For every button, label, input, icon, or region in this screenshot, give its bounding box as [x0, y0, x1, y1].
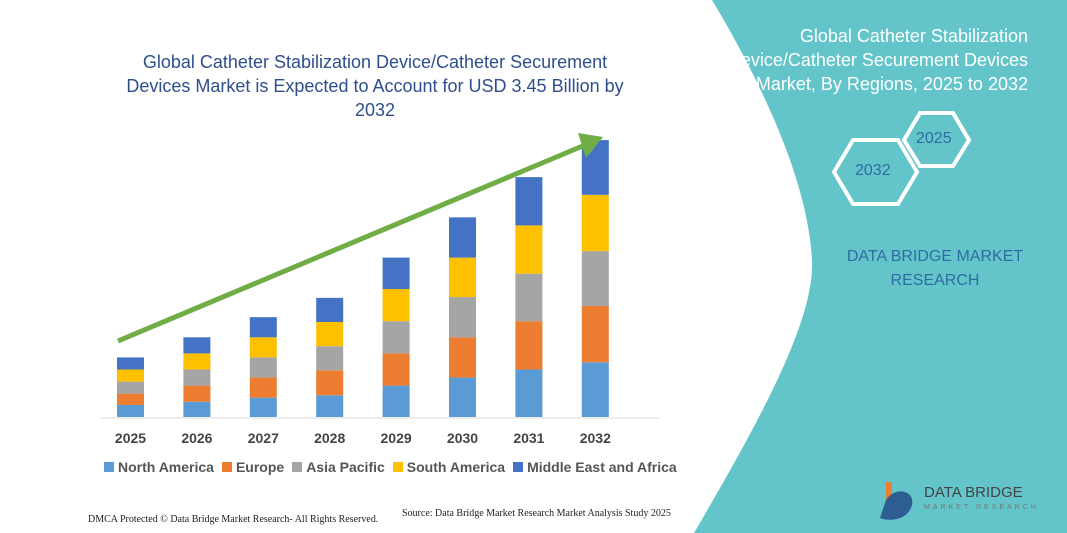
- hexagon-2032: [831, 138, 920, 206]
- bar-segment-2025-3: [117, 369, 144, 382]
- legend-swatch: [392, 462, 403, 472]
- hex-label-2025: 2025: [916, 130, 952, 147]
- trend-arrow: [117, 133, 603, 344]
- legend-swatch: [221, 462, 232, 472]
- legend-swatch: [513, 462, 524, 472]
- x-tick-label: 2025: [115, 430, 146, 446]
- bar-segment-2032-3: [581, 194, 609, 252]
- x-tick-label: 2032: [580, 430, 611, 446]
- bar-segment-2029-3: [382, 289, 410, 322]
- bar-segment-2026-2: [183, 369, 211, 386]
- bar-segment-2031-4: [515, 177, 543, 226]
- bar-segment-2031-1: [515, 321, 543, 370]
- bar-segment-2032-0: [581, 362, 609, 417]
- legend-label: North America: [118, 459, 214, 475]
- x-tick-label: 2031: [513, 430, 544, 446]
- bar-segment-2028-0: [316, 395, 344, 417]
- hexagon-2025: [901, 111, 972, 168]
- bar-segment-2032-1: [581, 305, 609, 363]
- brand-text: DATA BRIDGE MARKET RESEARCH: [846, 248, 1024, 289]
- x-tick-label: 2030: [447, 430, 478, 446]
- bar-segment-2025-1: [117, 393, 144, 405]
- source-note: Source: Data Bridge Market Research Mark…: [402, 508, 671, 519]
- logo-mark: [880, 482, 913, 520]
- bar-segment-2027-4: [249, 317, 277, 338]
- hex-label-2032: 2032: [855, 162, 891, 179]
- bar-segment-2026-4: [183, 337, 211, 354]
- bar-segment-2032-2: [581, 251, 609, 306]
- bar-segment-2029-0: [382, 385, 410, 417]
- bar-segment-2026-3: [183, 353, 211, 370]
- legend-swatch: [104, 462, 114, 472]
- bar-segment-2030-0: [449, 377, 476, 417]
- legend: North America Europe Asia Pacific South Ame…: [104, 459, 677, 475]
- x-tick-label: 2028: [314, 430, 345, 446]
- chart-title: Global Catheter Stabilization Device/Cat…: [126, 52, 624, 120]
- bar-segment-2025-4: [117, 357, 144, 370]
- x-tick-label: 2026: [181, 430, 212, 446]
- bar-segment-2028-2: [316, 346, 344, 371]
- bar-segment-2025-0: [117, 404, 144, 417]
- side-panel-shape: [694, 0, 1067, 533]
- bar-segment-2031-0: [515, 369, 543, 417]
- bar-segment-2030-1: [449, 337, 476, 378]
- bar-segment-2030-2: [449, 297, 476, 338]
- legend-label: South America: [406, 459, 506, 475]
- bar-segment-2027-0: [249, 397, 277, 417]
- bar-segment-2031-3: [515, 225, 543, 274]
- bar-segment-2027-1: [249, 377, 277, 398]
- bar-segment-2031-2: [515, 273, 543, 322]
- logo-text: DATA BRIDGE: [924, 484, 1023, 501]
- bar-segment-2029-2: [382, 321, 410, 354]
- bar-segment-2026-1: [183, 385, 211, 402]
- x-tick-label: 2029: [381, 430, 412, 446]
- bar-segment-2028-3: [316, 322, 344, 347]
- legend-label: Europe: [235, 459, 285, 475]
- x-tick-label: 2027: [248, 430, 279, 446]
- bar-segment-2027-3: [249, 337, 277, 358]
- legend-item: Europe: [221, 459, 285, 475]
- bar-segment-2026-0: [183, 401, 211, 417]
- legend-item: Asia Pacific: [292, 459, 385, 475]
- logo-subtext: MARKET RESEARCH: [924, 504, 1039, 511]
- dmca-notice: DMCA Protected © Data Bridge Market Rese…: [88, 514, 379, 525]
- bar-segment-2028-1: [316, 370, 344, 396]
- bar-segment-2030-3: [449, 257, 476, 298]
- legend-item: South America: [392, 459, 506, 475]
- side-panel-title: Global Catheter Stabilization Device/Cat…: [727, 26, 1028, 94]
- bar-segment-2030-4: [449, 217, 476, 258]
- bar-segment-2028-4: [316, 297, 344, 323]
- legend-item: Middle East and Africa: [513, 459, 677, 475]
- legend-label: Middle East and Africa: [527, 459, 677, 475]
- legend-label: Asia Pacific: [306, 459, 385, 475]
- bar-segment-2027-2: [249, 357, 277, 378]
- bar-segment-2029-1: [382, 353, 410, 386]
- legend-swatch: [292, 462, 303, 472]
- bar-segment-2029-4: [382, 257, 410, 290]
- bar-segment-2025-2: [117, 381, 144, 394]
- legend-item: North America: [104, 459, 214, 475]
